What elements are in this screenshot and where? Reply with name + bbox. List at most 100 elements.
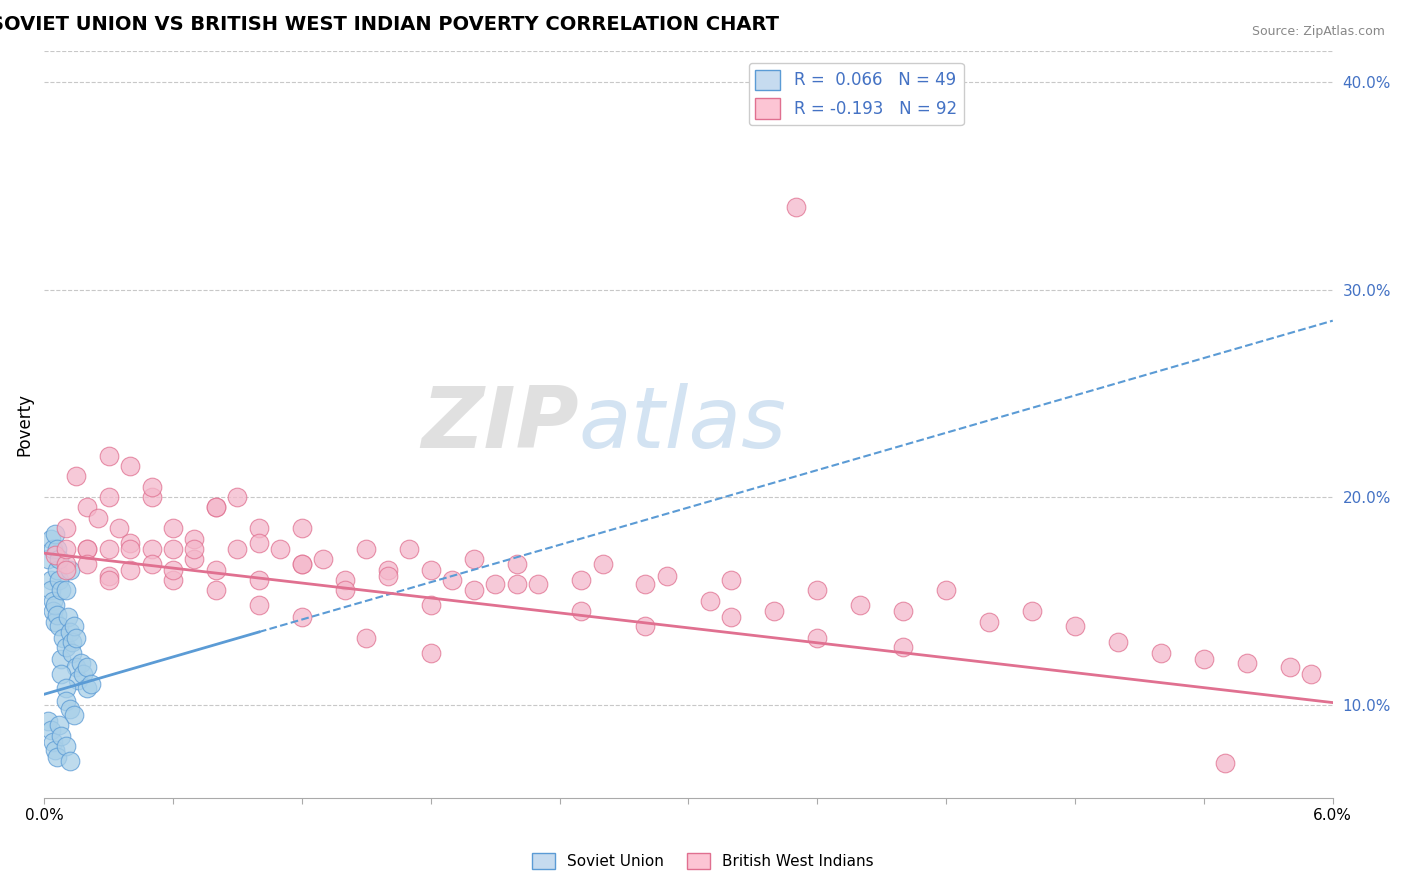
Point	[1192, 652, 1215, 666]
Point	[108, 521, 131, 535]
Point	[247, 535, 270, 549]
Point	[55, 739, 77, 754]
Point	[291, 521, 314, 535]
Point	[505, 577, 527, 591]
Point	[97, 490, 120, 504]
Point	[377, 569, 399, 583]
Point	[55, 541, 77, 556]
Text: atlas: atlas	[579, 383, 787, 466]
Point	[935, 583, 957, 598]
Point	[87, 511, 110, 525]
Point	[484, 577, 506, 591]
Point	[55, 521, 77, 535]
Point	[46, 608, 69, 623]
Point	[37, 552, 59, 566]
Point	[463, 552, 485, 566]
Point	[1021, 604, 1043, 618]
Point	[118, 458, 141, 473]
Point	[118, 535, 141, 549]
Point	[48, 552, 70, 566]
Point	[569, 573, 592, 587]
Point	[785, 200, 807, 214]
Point	[46, 563, 69, 577]
Point	[59, 754, 82, 768]
Point	[162, 521, 184, 535]
Point	[592, 557, 614, 571]
Point	[419, 646, 441, 660]
Point	[505, 557, 527, 571]
Point	[806, 583, 828, 598]
Point	[41, 604, 63, 618]
Point	[44, 743, 66, 757]
Point	[247, 598, 270, 612]
Point	[979, 615, 1001, 629]
Point	[205, 500, 228, 515]
Point	[46, 541, 69, 556]
Point	[55, 681, 77, 695]
Point	[699, 594, 721, 608]
Point	[312, 552, 335, 566]
Point	[205, 583, 228, 598]
Point	[41, 735, 63, 749]
Point	[1064, 619, 1087, 633]
Point	[141, 541, 163, 556]
Point	[55, 583, 77, 598]
Point	[162, 573, 184, 587]
Point	[569, 604, 592, 618]
Point	[891, 604, 914, 618]
Point	[1236, 656, 1258, 670]
Point	[291, 610, 314, 624]
Point	[634, 577, 657, 591]
Point	[183, 532, 205, 546]
Point	[333, 573, 356, 587]
Point	[44, 548, 66, 562]
Point	[44, 615, 66, 629]
Point	[419, 598, 441, 612]
Point	[463, 583, 485, 598]
Point	[63, 619, 86, 633]
Point	[441, 573, 464, 587]
Point	[55, 693, 77, 707]
Point	[720, 573, 742, 587]
Point	[56, 610, 79, 624]
Point	[162, 541, 184, 556]
Point	[48, 619, 70, 633]
Point	[69, 656, 91, 670]
Point	[118, 563, 141, 577]
Point	[891, 640, 914, 654]
Point	[97, 569, 120, 583]
Point	[39, 532, 62, 546]
Point	[55, 557, 77, 571]
Point	[141, 490, 163, 504]
Text: SOVIET UNION VS BRITISH WEST INDIAN POVERTY CORRELATION CHART: SOVIET UNION VS BRITISH WEST INDIAN POVE…	[0, 15, 779, 34]
Point	[59, 702, 82, 716]
Point	[72, 666, 94, 681]
Point	[97, 449, 120, 463]
Point	[1215, 756, 1237, 770]
Point	[51, 729, 73, 743]
Point	[76, 541, 98, 556]
Point	[1107, 635, 1129, 649]
Point	[141, 557, 163, 571]
Point	[333, 583, 356, 598]
Point	[1278, 660, 1301, 674]
Point	[141, 480, 163, 494]
Point	[398, 541, 420, 556]
Point	[226, 541, 249, 556]
Point	[39, 573, 62, 587]
Legend: R =  0.066   N = 49, R = -0.193   N = 92: R = 0.066 N = 49, R = -0.193 N = 92	[749, 63, 963, 125]
Point	[183, 552, 205, 566]
Point	[634, 619, 657, 633]
Point	[291, 557, 314, 571]
Point	[205, 563, 228, 577]
Point	[76, 660, 98, 674]
Point	[51, 583, 73, 598]
Point	[80, 677, 103, 691]
Point	[527, 577, 550, 591]
Point	[46, 749, 69, 764]
Point	[52, 632, 75, 646]
Point	[41, 541, 63, 556]
Point	[1301, 666, 1323, 681]
Point	[419, 563, 441, 577]
Point	[97, 573, 120, 587]
